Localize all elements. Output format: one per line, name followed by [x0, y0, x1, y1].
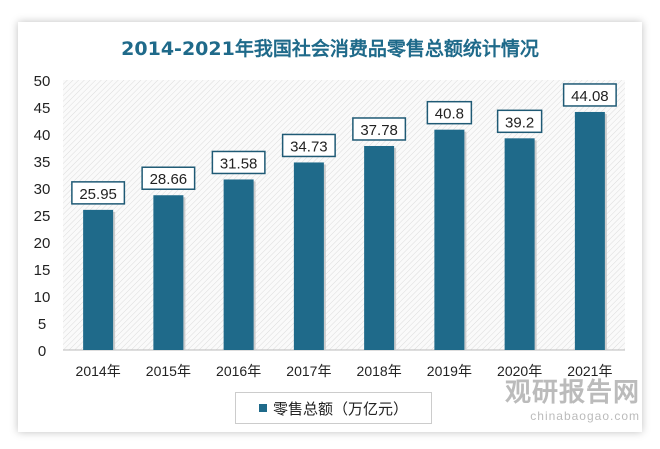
watermark: 观研报告网 chinabaogao.com — [460, 372, 640, 423]
x-tick-label: 2014年 — [76, 363, 121, 379]
x-tick-label: 2018年 — [357, 363, 402, 379]
x-tick-label: 2015年 — [146, 363, 191, 379]
bar — [293, 162, 324, 350]
legend-label: 零售总额（万亿元） — [272, 399, 408, 418]
y-tick-label: 50 — [34, 73, 51, 90]
x-tick-label: 2020年 — [497, 363, 542, 379]
chart-title: 2014-2021年我国社会消费品零售总额统计情况 — [121, 38, 539, 60]
data-label-box — [281, 133, 336, 158]
y-tick-label: 25 — [34, 208, 51, 225]
data-label: 39.2 — [505, 114, 534, 131]
legend-swatch — [258, 404, 267, 412]
data-label-box — [426, 100, 473, 125]
y-tick-label: 10 — [34, 289, 51, 306]
data-label-box — [141, 166, 196, 190]
data-label: 31.58 — [220, 155, 258, 172]
bar — [223, 179, 254, 350]
watermark-cn: 观研报告网 — [504, 378, 640, 408]
data-label-box — [562, 83, 617, 107]
y-tick-label: 0 — [38, 343, 46, 360]
data-label-box — [496, 109, 543, 134]
watermark-en: chinabaogao.com — [530, 409, 640, 423]
data-label-box — [71, 181, 126, 205]
data-label: 28.66 — [150, 171, 188, 188]
data-label-box — [211, 150, 266, 175]
data-label: 44.08 — [571, 88, 609, 105]
legend: 零售总额（万亿元） — [235, 392, 432, 424]
bar — [434, 129, 465, 350]
y-tick-label: 30 — [34, 181, 51, 198]
data-label: 40.8 — [435, 106, 464, 123]
x-tick-label: 2021年 — [567, 363, 612, 379]
data-label: 34.73 — [290, 138, 328, 155]
y-tick-label: 5 — [38, 316, 46, 333]
y-tick-label: 20 — [34, 235, 51, 252]
data-label-box — [352, 117, 407, 141]
x-tick-label: 2017年 — [286, 363, 331, 379]
y-tick-label: 40 — [34, 127, 51, 144]
x-tick-label: 2019年 — [427, 363, 472, 379]
y-tick-label: 15 — [34, 262, 51, 279]
y-tick-label: 35 — [34, 154, 51, 171]
bar — [153, 195, 184, 350]
y-tick-label: 45 — [34, 100, 51, 117]
x-tick-label: 2016年 — [216, 363, 261, 379]
bar — [364, 145, 395, 350]
bar — [574, 111, 605, 350]
bar — [504, 138, 535, 350]
data-label: 25.95 — [79, 186, 117, 203]
data-label: 37.78 — [360, 122, 398, 139]
bar — [83, 209, 114, 350]
